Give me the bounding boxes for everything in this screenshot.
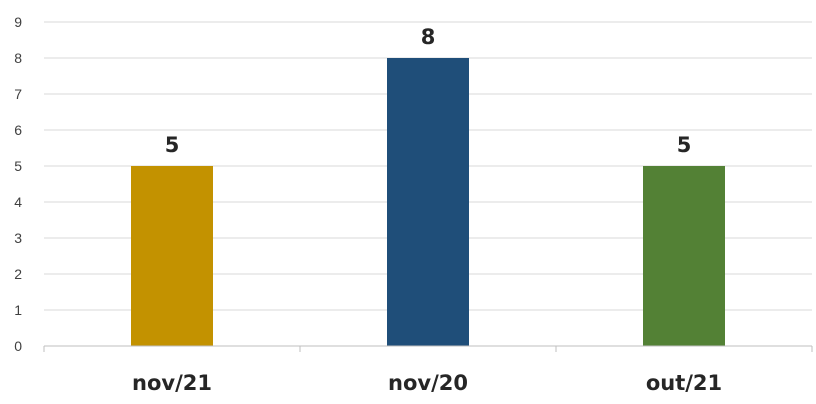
y-tick-label: 0 <box>14 338 22 354</box>
x-tick-label: nov/21 <box>132 371 212 395</box>
x-tick-label: out/21 <box>646 371 722 395</box>
bar-out/21 <box>643 166 725 346</box>
y-tick-label: 5 <box>14 158 22 174</box>
y-tick-label: 9 <box>14 14 22 30</box>
y-tick-label: 2 <box>14 266 22 282</box>
bars <box>131 58 725 346</box>
x-tick-label: nov/20 <box>388 371 468 395</box>
data-label: 8 <box>421 25 436 49</box>
y-tick-label: 1 <box>14 302 22 318</box>
data-label: 5 <box>677 133 692 157</box>
bar-nov/21 <box>131 166 213 346</box>
y-tick-label: 4 <box>14 194 22 210</box>
y-tick-label: 3 <box>14 230 22 246</box>
data-labels: 5 8 5 <box>165 25 692 157</box>
y-tick-label: 6 <box>14 122 22 138</box>
x-axis-tick-labels: nov/21 nov/20 out/21 <box>132 371 722 395</box>
y-tick-label: 8 <box>14 50 22 66</box>
data-label: 5 <box>165 133 180 157</box>
y-axis-ticks: 0 1 2 3 4 5 6 7 8 9 <box>14 14 22 354</box>
y-tick-label: 7 <box>14 86 22 102</box>
x-axis <box>43 345 813 352</box>
bar-nov/20 <box>387 58 469 346</box>
